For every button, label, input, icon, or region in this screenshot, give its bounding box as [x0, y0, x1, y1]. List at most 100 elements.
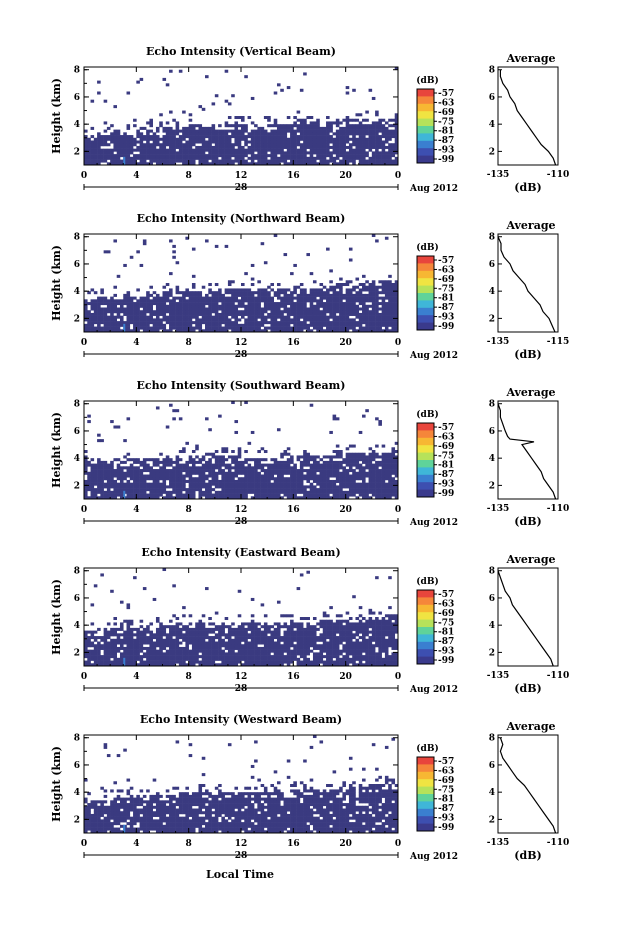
heatmap-cell	[299, 482, 304, 486]
heatmap-cell	[322, 488, 327, 492]
heatmap-cell	[90, 649, 95, 653]
heatmap-cell	[244, 488, 248, 492]
heatmap-cell	[119, 162, 124, 166]
heatmap-cell	[339, 304, 343, 308]
heatmap-cell	[175, 469, 180, 473]
heatmap-cell	[345, 485, 350, 489]
heatmap-cell	[391, 458, 396, 462]
heatmap-cell	[93, 474, 98, 478]
heatmap-cell	[205, 154, 209, 158]
colorbar-swatch	[417, 140, 434, 149]
heatmap-cell	[375, 488, 379, 492]
heatmap-cell	[159, 113, 163, 117]
heatmap-cell	[339, 126, 343, 130]
heatmap-cell	[270, 162, 275, 166]
heatmap-cell	[329, 458, 333, 462]
heatmap-cell	[250, 159, 255, 163]
heatmap-cell	[103, 121, 108, 125]
heatmap-cell	[339, 277, 343, 281]
heatmap-cell	[378, 490, 382, 494]
heatmap-cell	[165, 162, 170, 166]
heatmap-cell	[260, 477, 265, 481]
heatmap-cell	[126, 657, 131, 661]
heatmap-cell	[368, 132, 373, 136]
heatmap-cell	[254, 143, 258, 147]
heatmap-cell	[201, 129, 206, 133]
heatmap-cell	[352, 452, 356, 456]
heatmap-cell	[250, 148, 255, 152]
heatmap-cell	[332, 326, 337, 330]
heatmap-cell	[106, 633, 111, 637]
heatmap-cell	[309, 145, 314, 149]
heatmap-cell	[169, 463, 173, 467]
heatmap-cell	[169, 293, 173, 297]
heatmap-cell	[133, 488, 137, 492]
heatmap-cell	[263, 471, 268, 475]
colorbar-swatch	[417, 474, 434, 483]
heatmap-cell	[267, 143, 271, 147]
heatmap-cell	[286, 463, 291, 467]
heatmap-cell	[182, 312, 186, 316]
heatmap-cell	[201, 633, 206, 637]
heatmap-cell	[358, 466, 363, 470]
heatmap-cell	[388, 280, 392, 284]
heatmap-cell	[362, 118, 366, 122]
heatmap-cell	[339, 490, 343, 494]
heatmap-cell	[113, 321, 118, 325]
heatmap-cell	[368, 452, 373, 456]
heatmap-cell	[352, 493, 356, 497]
heatmap-cell	[355, 329, 360, 333]
heatmap-cell	[263, 321, 268, 325]
heatmap-cell	[296, 315, 301, 319]
heatmap-cell	[329, 323, 333, 327]
heatmap-cell	[368, 283, 373, 287]
heatmap-cell	[87, 414, 91, 418]
heatmap-cell	[365, 151, 369, 155]
heatmap-cell	[205, 318, 209, 322]
heatmap-cell	[198, 159, 203, 163]
heatmap-cell	[178, 488, 183, 492]
heatmap-cell	[345, 140, 350, 144]
heatmap-cell	[185, 488, 189, 492]
heatmap-cell	[97, 458, 101, 462]
heatmap-cell	[159, 154, 163, 158]
heatmap-cell	[257, 312, 261, 316]
heatmap-cell	[335, 485, 340, 489]
heatmap-cell	[322, 485, 327, 489]
heatmap-cell	[339, 471, 343, 475]
heatmap-cell	[286, 329, 291, 333]
heatmap-cell	[276, 466, 281, 470]
heatmap-cell	[139, 315, 144, 319]
heatmap-cell	[90, 299, 95, 303]
heatmap-cell	[227, 135, 232, 139]
heatmap-cell	[234, 312, 239, 316]
heatmap-cell	[247, 148, 252, 152]
heatmap-cell	[303, 488, 307, 492]
heatmap-cell	[267, 463, 271, 467]
heatmap-cell	[155, 652, 160, 656]
heatmap-cell	[195, 132, 199, 136]
heatmap-cell	[185, 291, 189, 295]
heatmap-cell	[198, 663, 203, 667]
heatmap-cell	[146, 132, 150, 136]
heatmap-cell	[185, 633, 189, 637]
heatmap-cell	[129, 655, 134, 659]
heatmap-cell	[342, 490, 346, 494]
heatmap-cell	[169, 272, 173, 276]
heatmap-cell	[90, 630, 95, 634]
heatmap-cell-streak	[123, 323, 126, 332]
heatmap-cell	[214, 145, 219, 149]
heatmap-cell	[178, 148, 183, 152]
heatmap-cell	[283, 126, 288, 130]
heatmap-cell	[342, 135, 346, 139]
colorbar-swatch	[417, 263, 434, 272]
heatmap-cell	[221, 450, 225, 454]
heatmap-cell	[162, 496, 167, 500]
heatmap-cell	[87, 323, 91, 327]
heatmap-cell	[126, 312, 131, 316]
heatmap-cell	[286, 310, 291, 314]
heatmap-cell	[191, 479, 196, 483]
heatmap-cell	[90, 479, 95, 483]
heatmap-cell	[381, 312, 386, 316]
heatmap-cell	[155, 307, 160, 311]
